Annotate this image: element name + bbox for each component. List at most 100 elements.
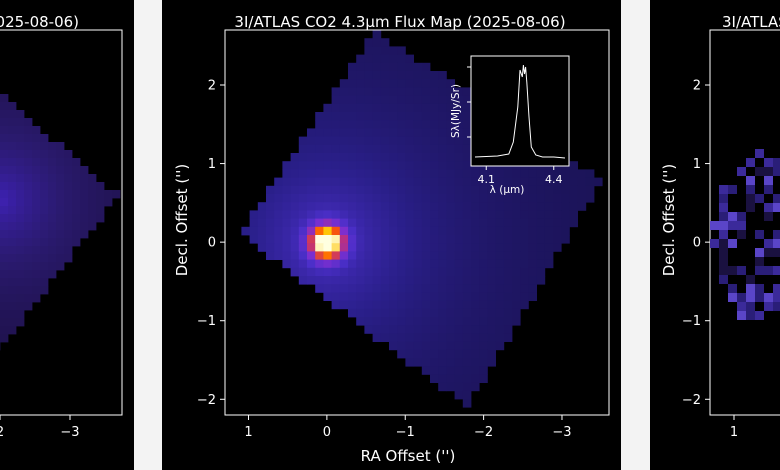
heatmap-cell	[372, 120, 382, 129]
heatmap-cell	[536, 226, 546, 236]
heatmap-cell	[495, 259, 505, 269]
heatmap-cell	[307, 161, 316, 170]
heatmap-cell	[512, 202, 521, 211]
heatmap-cell	[331, 136, 341, 146]
heatmap-cell	[298, 185, 308, 195]
heatmap-cell	[413, 333, 423, 342]
left-heatmap-cell	[40, 230, 49, 239]
heatmap-cell	[356, 202, 365, 211]
heatmap-cell	[544, 210, 554, 219]
heatmap-cell	[421, 120, 431, 129]
heatmap-cell	[454, 128, 464, 137]
heatmap-cell	[430, 153, 439, 162]
left-heatmap-cell	[64, 222, 73, 231]
heatmap-cell	[364, 308, 373, 318]
heatmap-cell	[413, 194, 423, 203]
heatmap-cell	[454, 358, 464, 367]
left-heatmap-cell	[48, 190, 57, 199]
heatmap-cell	[389, 259, 398, 269]
heatmap-cell	[405, 317, 414, 326]
heatmap-cell	[413, 251, 423, 260]
heatmap-cell	[503, 202, 513, 211]
heatmap-cell	[421, 317, 431, 326]
heatmap-cell	[389, 292, 398, 301]
heatmap-cell	[397, 259, 406, 269]
left-heatmap-cell	[48, 214, 57, 223]
inset-x-tick-label: 4.4	[545, 173, 563, 186]
heatmap-cell	[446, 259, 455, 269]
heatmap-cell	[249, 218, 259, 228]
heatmap-cell	[405, 300, 414, 310]
heatmap-cell	[364, 194, 373, 203]
left-heatmap-cell	[48, 246, 57, 255]
heatmap-cell	[528, 210, 537, 219]
heatmap-cell	[348, 194, 357, 203]
heatmap-cell	[520, 276, 529, 285]
heatmap-cell	[405, 120, 414, 129]
heatmap-cell	[257, 210, 267, 219]
heatmap-cell	[380, 267, 390, 277]
heatmap-cell	[397, 325, 406, 334]
heatmap-cell	[397, 54, 406, 64]
heatmap-cell	[389, 243, 398, 252]
heatmap-cell	[397, 349, 406, 359]
heatmap-cell	[348, 218, 357, 228]
heatmap-cell	[471, 226, 480, 236]
heatmap-cell	[348, 103, 357, 113]
heatmap-cell	[438, 267, 447, 277]
heatmap-cell	[315, 112, 324, 121]
left-heatmap-cell	[32, 278, 41, 287]
heatmap-cell	[536, 235, 546, 244]
heatmap-cell	[446, 169, 455, 178]
heatmap-cell	[479, 292, 488, 301]
heatmap-cell	[438, 300, 447, 310]
heatmap-cell	[421, 341, 431, 351]
heatmap-cell	[520, 292, 529, 301]
heatmap-cell	[266, 210, 275, 219]
y-tick-label: −2	[197, 393, 216, 408]
heatmap-cell	[430, 95, 439, 105]
heatmap-cell	[462, 120, 472, 129]
heatmap-cell	[495, 177, 505, 187]
heatmap-cell	[454, 87, 464, 96]
heatmap-cell	[495, 235, 505, 244]
heatmap-cell	[331, 292, 341, 301]
heatmap-cell	[462, 276, 472, 285]
heatmap-cell	[331, 120, 341, 129]
heatmap-cell	[348, 95, 357, 105]
heatmap-cell	[454, 374, 464, 383]
left-heatmap-cell	[64, 190, 73, 199]
heatmap-cell	[282, 185, 291, 195]
heatmap-cell	[561, 210, 570, 219]
heatmap-cell	[315, 210, 324, 219]
right-heatmap-cell	[773, 230, 780, 239]
heatmap-cell	[405, 79, 414, 88]
heatmap-cell	[544, 202, 554, 211]
left-heatmap-cell	[32, 134, 41, 143]
left-heatmap-cell	[32, 222, 41, 231]
heatmap-cell	[471, 341, 480, 351]
heatmap-cell	[430, 161, 439, 170]
heatmap-cell	[479, 251, 488, 260]
heatmap-cell	[495, 341, 505, 351]
left-heatmap-cell	[96, 182, 105, 191]
left-heatmap-cell	[40, 198, 49, 207]
heatmap-cell	[569, 194, 578, 203]
heatmap-cell	[380, 333, 390, 342]
heatmap-cell	[462, 317, 472, 326]
heatmap-cell	[356, 54, 365, 64]
heatmap-cell	[438, 317, 447, 326]
heatmap-cell	[495, 202, 505, 211]
heatmap-cell	[454, 120, 464, 129]
heatmap-cell	[380, 71, 390, 80]
heatmap-cell	[389, 128, 398, 137]
heatmap-cell	[528, 267, 537, 277]
right-panel: 3I/ATLAS 2 1 0 −1 −2 1 Decl. Offset ('')	[650, 0, 780, 470]
heatmap-cell	[487, 333, 496, 342]
heatmap-cell	[315, 251, 324, 260]
heatmap-cell	[364, 235, 373, 244]
heatmap-cell	[553, 218, 562, 228]
heatmap-cell	[430, 341, 439, 351]
left-heatmap-cell	[16, 254, 25, 263]
left-heatmap-cell	[40, 254, 49, 263]
